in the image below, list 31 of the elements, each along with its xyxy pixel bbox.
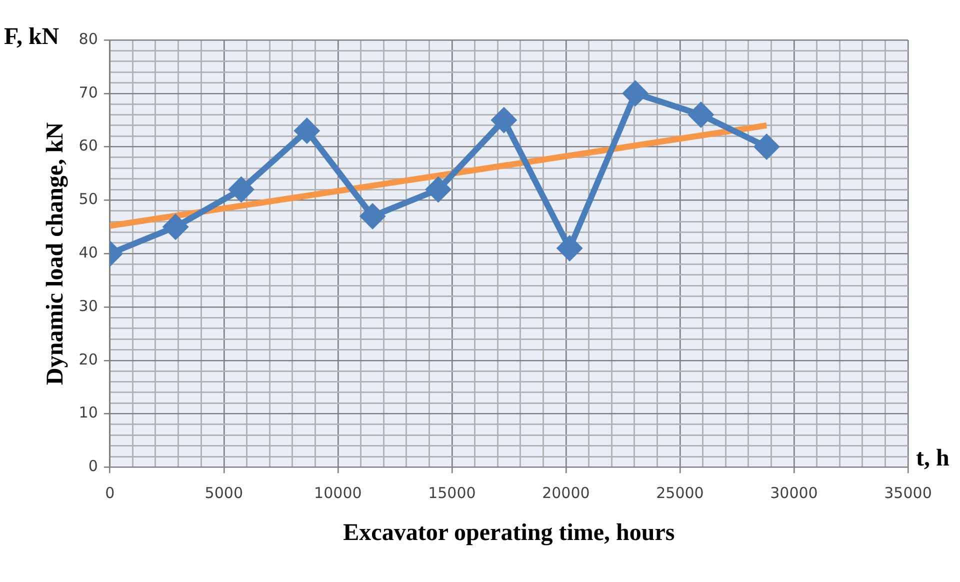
y-tick-label: 80	[78, 30, 98, 48]
point	[492, 108, 516, 132]
x-tick-label: 15000	[428, 484, 476, 502]
point	[426, 178, 450, 202]
text: F, kN	[4, 24, 60, 50]
x-axis-title: Excavator operating time, hours	[343, 520, 675, 546]
y-tick-label: 0	[88, 457, 98, 476]
y-tick-label: 40	[78, 243, 98, 262]
y-tick-label: 10	[78, 404, 98, 422]
point	[164, 214, 188, 239]
x-tick-label: 25000	[656, 484, 704, 502]
point	[558, 236, 582, 260]
x-tick-label: 5000	[204, 484, 243, 502]
point	[623, 81, 648, 106]
y-tick-label: 50	[78, 190, 98, 208]
y-tick-label: 20	[78, 350, 98, 368]
point	[360, 204, 385, 228]
y-tick-label: 60	[78, 136, 98, 155]
x-tick-label: 20000	[542, 484, 590, 502]
text: t, h	[916, 445, 950, 472]
point	[229, 178, 254, 202]
x-tick-label: 0	[105, 484, 115, 502]
point	[688, 102, 713, 127]
x-tick-label: 10000	[314, 484, 362, 502]
x-tick-label: 30000	[770, 484, 818, 502]
point	[294, 118, 319, 143]
y-tick-label: 30	[78, 296, 98, 315]
y-axis-title: Dynamic load change, kN	[42, 122, 69, 385]
x-tick-label: 35000	[884, 484, 932, 502]
point	[754, 134, 779, 159]
y-tick-label: 70	[78, 83, 98, 102]
